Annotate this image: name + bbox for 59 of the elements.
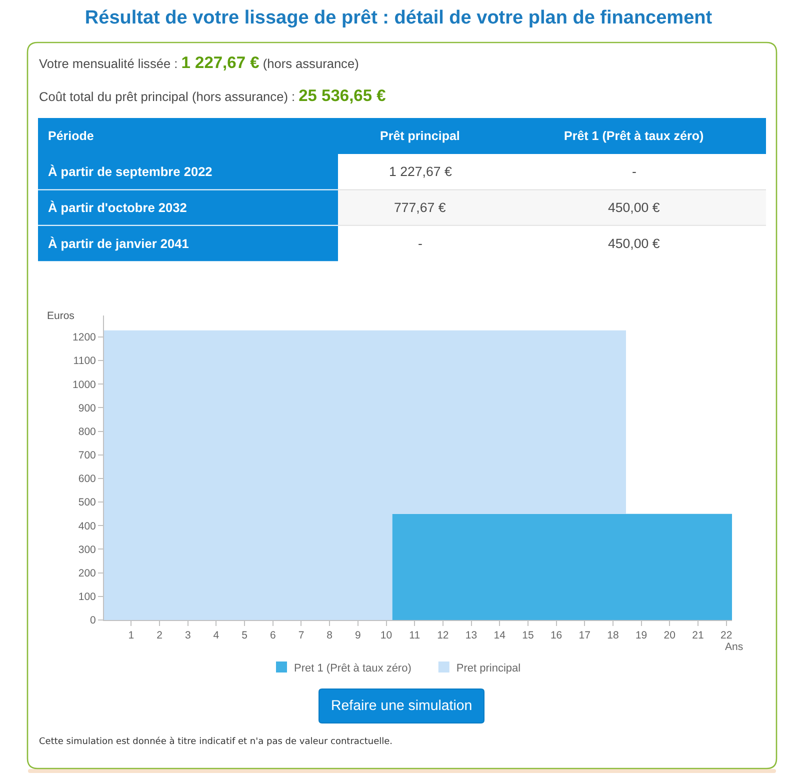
legend-label: Pret principal: [456, 662, 521, 674]
legend-label: Pret 1 (Prêt à taux zéro): [294, 662, 412, 674]
x-tick-label: 6: [270, 630, 276, 642]
y-tick-label: 0: [90, 614, 96, 627]
text: 25 536,65 €: [298, 87, 386, 105]
text: Cette simulation est donnée à titre indicatif et n'a pas de valeur contractuelle.: [39, 736, 393, 747]
x-tick-label: 4: [213, 630, 220, 642]
y-tick-label: 1000: [72, 378, 96, 391]
x-tick-label: 20: [664, 630, 676, 642]
text: Coût total du prêt principal (hors assurance) :: [39, 89, 296, 104]
x-tick-label: 11: [409, 630, 420, 642]
y-tick-label: 900: [78, 402, 96, 414]
text: -: [632, 164, 636, 179]
text: 1 227,67 €: [389, 164, 452, 179]
x-tick-label: 2: [156, 630, 163, 642]
x-tick-label: 19: [635, 630, 648, 642]
y-tick-label: 200: [78, 567, 96, 580]
text: -: [418, 236, 422, 251]
category-label: Prêt 1 (Prêt à taux zéro): [564, 129, 704, 143]
category-label: Prêt principal: [380, 129, 460, 143]
text: 450,00 €: [608, 200, 660, 215]
text: Période: [48, 129, 94, 143]
x-tick-label: 14: [494, 630, 506, 642]
x-tick-label: 15: [522, 630, 534, 642]
x-tick-label: 1: [128, 630, 134, 642]
x-tick-label: 13: [465, 630, 478, 642]
y-tick-label: 1100: [73, 355, 96, 368]
x-tick-label: 9: [355, 630, 361, 642]
x-tick-label: 8: [326, 630, 333, 642]
y-tick-label: 600: [78, 473, 96, 486]
y-tick-label: 400: [78, 520, 96, 532]
y-tick-label: 800: [78, 426, 96, 438]
x-tick-label: 16: [550, 630, 562, 642]
x-tick-label: 7: [298, 630, 304, 642]
y-tick-label: 700: [78, 450, 96, 462]
text: Résultat de votre lissage de prêt : détail de votre plan de financement: [84, 8, 713, 29]
x-tick-label: 18: [607, 630, 619, 642]
x-axis-title: Ans: [725, 641, 744, 653]
category-label: À partir de janvier 2041: [48, 236, 189, 251]
y-tick-label: 300: [78, 544, 96, 556]
y-tick-label: 500: [78, 496, 96, 509]
y-tick-label: 100: [78, 591, 96, 604]
x-tick-label: 3: [184, 630, 191, 642]
x-tick-label: 12: [437, 630, 449, 642]
category-label: À partir d'octobre 2032: [48, 200, 187, 215]
x-tick-label: 5: [242, 630, 248, 642]
category-label: À partir de septembre 2022: [48, 164, 212, 179]
text: (hors assurance): [262, 56, 359, 71]
text: 450,00 €: [608, 236, 660, 251]
text: 1 227,67 €: [181, 54, 260, 72]
x-tick-label: 22: [720, 630, 732, 642]
text: Votre mensualité lissée :: [39, 56, 178, 71]
text: Refaire une simulation: [331, 698, 472, 714]
x-tick-label: 17: [578, 630, 591, 642]
x-tick-label: 10: [380, 630, 392, 642]
y-tick-label: 1200: [72, 332, 96, 344]
text: 777,67 €: [394, 200, 446, 215]
x-tick-label: 21: [692, 630, 704, 642]
y-axis-title: Euros: [47, 310, 74, 322]
